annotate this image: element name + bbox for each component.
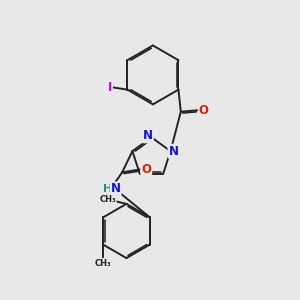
Text: I: I bbox=[108, 81, 112, 94]
Text: N: N bbox=[169, 145, 178, 158]
Text: H: H bbox=[103, 184, 112, 194]
Text: CH₃: CH₃ bbox=[95, 259, 111, 268]
Text: CH₃: CH₃ bbox=[99, 195, 116, 204]
Text: O: O bbox=[199, 104, 209, 117]
Text: O: O bbox=[141, 163, 151, 176]
Text: N: N bbox=[143, 129, 153, 142]
Text: N: N bbox=[111, 182, 121, 195]
